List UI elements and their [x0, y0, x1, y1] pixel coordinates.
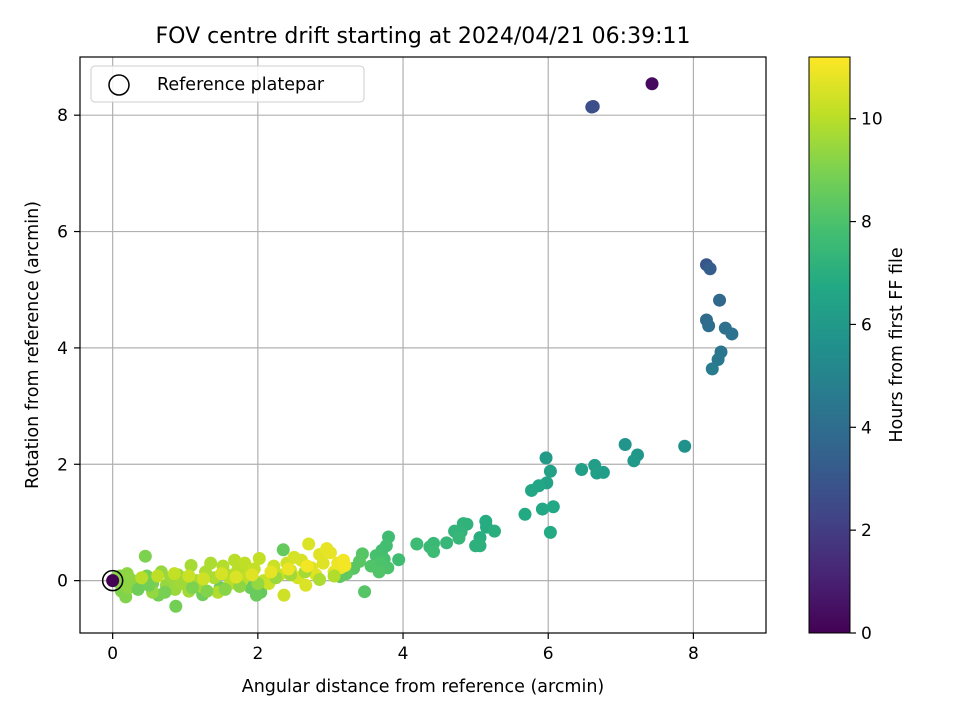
scatter-point	[452, 531, 466, 545]
colorbar-tick-label: 8	[861, 213, 872, 233]
scatter-point	[535, 502, 549, 516]
scatter-point	[392, 553, 406, 567]
scatter-point	[281, 562, 295, 576]
scatter-point	[585, 100, 599, 114]
scatter-point	[713, 293, 727, 307]
x-axis-label: Angular distance from reference (arcmin)	[242, 677, 605, 697]
scatter-point	[228, 553, 242, 567]
scatter-point	[410, 537, 424, 551]
x-tick-label: 2	[252, 644, 263, 664]
scatter-point	[200, 584, 214, 598]
scatter-point	[473, 539, 487, 553]
scatter-point	[238, 556, 252, 570]
scatter-point	[182, 569, 196, 583]
scatter-point	[135, 571, 149, 585]
scatter-point	[440, 536, 454, 550]
scatter-point	[364, 559, 378, 573]
reference-marker-group	[101, 569, 124, 592]
scatter-point	[204, 556, 218, 570]
scatter-point	[525, 483, 539, 497]
scatter-point	[316, 556, 330, 570]
x-tick-label: 6	[543, 644, 554, 664]
scatter-point	[215, 567, 229, 581]
colorbar	[808, 56, 851, 634]
grid	[80, 57, 766, 633]
scatter-point	[169, 599, 183, 613]
scatter-point	[276, 543, 290, 557]
scatter-point	[627, 454, 641, 468]
colorbar-tick-label: 4	[861, 418, 872, 438]
scatter-point	[196, 572, 210, 586]
colorbar-tick-label: 2	[861, 521, 872, 541]
scatter-point	[264, 565, 278, 579]
scatter-point	[703, 262, 717, 276]
scatter-point	[300, 559, 314, 573]
scatter-point	[124, 572, 138, 586]
y-tick-label: 8	[57, 106, 68, 126]
legend-entry-reference: Reference platepar	[157, 75, 325, 95]
scatter-point	[518, 507, 532, 521]
colorbar-ticks: 0 2 4 6 8 10	[850, 110, 883, 644]
y-tick-label: 2	[57, 455, 68, 475]
reference-ring	[101, 569, 124, 592]
scatter-point	[138, 549, 152, 563]
scatter-point	[313, 572, 327, 586]
scatter-point	[302, 537, 316, 551]
y-tick-label: 6	[57, 223, 68, 243]
scatter-point	[245, 568, 259, 582]
x-tick-label: 0	[107, 644, 118, 664]
legend-marker-icon	[108, 74, 130, 96]
scatter-point	[186, 581, 200, 595]
scatter-point	[539, 451, 553, 465]
scatter-point	[229, 570, 243, 584]
colorbar-tick-label: 0	[861, 624, 872, 644]
scatter-point	[702, 319, 716, 333]
y-tick-label: 0	[57, 572, 68, 592]
scatter-point	[596, 465, 610, 479]
scatter-points	[109, 77, 739, 613]
y-axis-ticks: 0 2 4 6 8	[57, 106, 80, 592]
legend: Reference platepar	[90, 65, 365, 103]
scatter-point	[427, 545, 441, 559]
x-axis-ticks: 0 2 4 6 8	[107, 633, 699, 664]
reference-point	[106, 574, 120, 588]
scatter-point	[218, 582, 232, 596]
scatter-point	[705, 362, 719, 376]
scatter-point	[184, 559, 198, 573]
chart-title: FOV centre drift starting at 2024/04/21 …	[156, 24, 691, 49]
scatter-point	[678, 439, 692, 453]
scatter-point	[151, 569, 165, 583]
y-axis-label: Rotation from reference (arcmin)	[23, 201, 43, 489]
scatter-point	[725, 327, 739, 341]
scatter-point	[543, 464, 557, 478]
x-tick-label: 4	[398, 644, 409, 664]
scatter-point	[358, 585, 372, 599]
colorbar-label: Hours from first FF file	[887, 247, 907, 442]
scatter-point	[299, 578, 313, 592]
colorbar-tick-label: 6	[861, 315, 872, 335]
scatter-point	[711, 353, 725, 367]
scatter-point	[252, 552, 266, 566]
scatter-point	[277, 588, 291, 602]
y-tick-label: 4	[57, 339, 68, 359]
x-tick-label: 8	[688, 644, 699, 664]
scatter-point	[327, 569, 341, 583]
scatter-point	[543, 525, 557, 539]
scatter-point	[167, 567, 181, 581]
scatter-point	[488, 524, 502, 538]
scatter-point	[338, 559, 352, 573]
colorbar-tick-label: 10	[861, 110, 883, 130]
scatter-point	[546, 500, 560, 514]
scatter-point	[158, 585, 172, 599]
scatter-point	[575, 463, 589, 477]
scatter-point	[131, 582, 145, 596]
plot-frame	[79, 56, 767, 634]
scatter-point	[618, 437, 632, 451]
scatter-point	[645, 77, 659, 91]
scatter-point	[323, 546, 337, 560]
